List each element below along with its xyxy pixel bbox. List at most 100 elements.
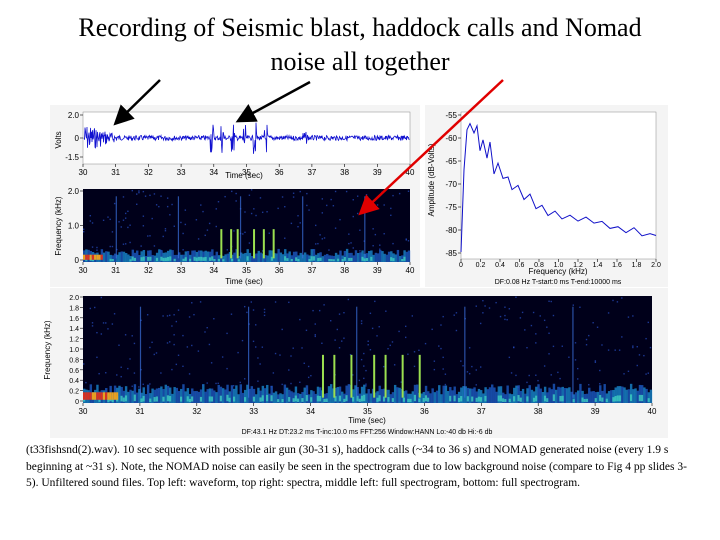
spectro-cell — [85, 392, 88, 400]
spectro-speck — [158, 205, 160, 208]
spectro-speck — [153, 353, 155, 356]
spectro-speck — [160, 249, 162, 252]
spectro-speck — [299, 318, 301, 321]
spectro-speck — [85, 381, 87, 384]
spectro-cell — [140, 251, 143, 262]
spectro-speck — [407, 190, 410, 192]
spectro-cell — [89, 392, 92, 400]
spectro-speck — [330, 320, 332, 322]
spectro-cell — [91, 392, 95, 400]
spectro-speck — [310, 374, 312, 377]
spectro-cell — [255, 253, 258, 262]
spectro-speck — [166, 197, 169, 199]
spectro-speck — [471, 365, 473, 368]
spectro-cell — [87, 254, 90, 260]
spectro-speck — [343, 312, 345, 314]
spectro-speck — [111, 323, 114, 325]
spectro-speck — [188, 316, 191, 318]
spectro-cell — [310, 256, 313, 261]
spectro-cell — [188, 393, 192, 403]
spectro-cell — [211, 256, 214, 261]
spectro-cell — [153, 255, 157, 262]
spectro-speck — [155, 204, 158, 206]
spectro-cell — [136, 250, 139, 262]
spectro-speck — [242, 233, 244, 235]
spectro-cell — [607, 391, 611, 403]
x-tick-label: 2.0 — [651, 262, 661, 269]
waveform-trace — [83, 122, 410, 154]
spectro-mid-ylabel: Frequency (kHz) — [54, 196, 63, 255]
spectro-cell — [292, 398, 295, 402]
x-tick-label: 38 — [340, 168, 349, 177]
spectro-cell — [572, 394, 576, 403]
spectro-speck — [323, 304, 325, 306]
spectro-cell — [360, 386, 364, 403]
spectro-cell — [111, 392, 114, 400]
spectro-cell — [392, 258, 395, 262]
spectro-speck — [348, 242, 350, 245]
spectro-cell — [457, 391, 461, 403]
spectro-speck — [314, 335, 316, 338]
spectro-speck — [495, 301, 497, 304]
spectro-cell — [259, 252, 263, 262]
spectro-cell — [261, 385, 265, 403]
spectro-speck — [374, 233, 377, 236]
y-tick-label: 2.0 — [69, 295, 79, 302]
spectro-speck — [374, 300, 376, 303]
spectro-cell — [275, 253, 278, 262]
spectro-cell — [532, 391, 536, 403]
haddock-call-mark — [418, 354, 421, 398]
spectro-cell — [162, 252, 165, 262]
y-tick-label: -60 — [445, 134, 457, 143]
spectro-cell — [383, 253, 386, 262]
spectro-speck — [113, 313, 116, 315]
spectro-cell — [389, 394, 392, 403]
haddock-call-mark — [321, 354, 324, 398]
spectro-speck — [122, 243, 125, 245]
spectro-cell — [129, 259, 132, 262]
spectro-speck — [475, 305, 477, 307]
spectro-cell — [336, 387, 340, 403]
spectro-cell — [581, 390, 584, 403]
spectro-cell — [328, 255, 331, 262]
spectro-cell — [197, 391, 201, 403]
spectro-cell — [264, 254, 267, 262]
spectro-cell — [166, 250, 170, 262]
spectro-cell — [596, 391, 600, 403]
spectro-cell — [409, 398, 412, 403]
spectro-speck — [111, 231, 114, 233]
spectro-cell — [206, 251, 210, 262]
spectro-speck — [599, 369, 601, 372]
spectro-cell — [307, 394, 311, 403]
spectro-speck — [546, 326, 548, 328]
spectro-cell — [614, 387, 617, 403]
spectro-cell — [91, 254, 95, 260]
spectro-speck — [363, 352, 365, 355]
spectro-cell — [321, 256, 325, 262]
spectro-speck — [127, 226, 129, 229]
spectro-cell — [122, 251, 126, 262]
spectro-cell — [393, 384, 397, 403]
spectro-speck — [543, 319, 546, 322]
spectro-speck — [317, 242, 319, 245]
spectro-speck — [164, 228, 167, 230]
waveform-path — [83, 122, 410, 154]
spectro-speck — [210, 362, 213, 364]
spectro-cell — [173, 258, 176, 262]
spectro-cell — [543, 395, 547, 402]
spectro-cell — [96, 254, 99, 260]
spectro-speck — [535, 342, 537, 344]
spectro-cell — [636, 390, 639, 403]
spectro-big-ylabel: Frequency (kHz) — [43, 320, 52, 379]
spectro-speck — [398, 330, 400, 333]
spectro-cell — [281, 399, 284, 403]
nomad-noise-mark — [572, 306, 574, 398]
spectro-speck — [299, 381, 301, 384]
spectro-speck — [352, 247, 354, 249]
spectro-speck — [155, 352, 158, 354]
spectro-speck — [548, 300, 550, 302]
spectro-speck — [350, 242, 352, 244]
spectro-speck — [89, 307, 92, 310]
spectro-cell — [427, 391, 430, 403]
spectro-cell — [257, 387, 260, 403]
